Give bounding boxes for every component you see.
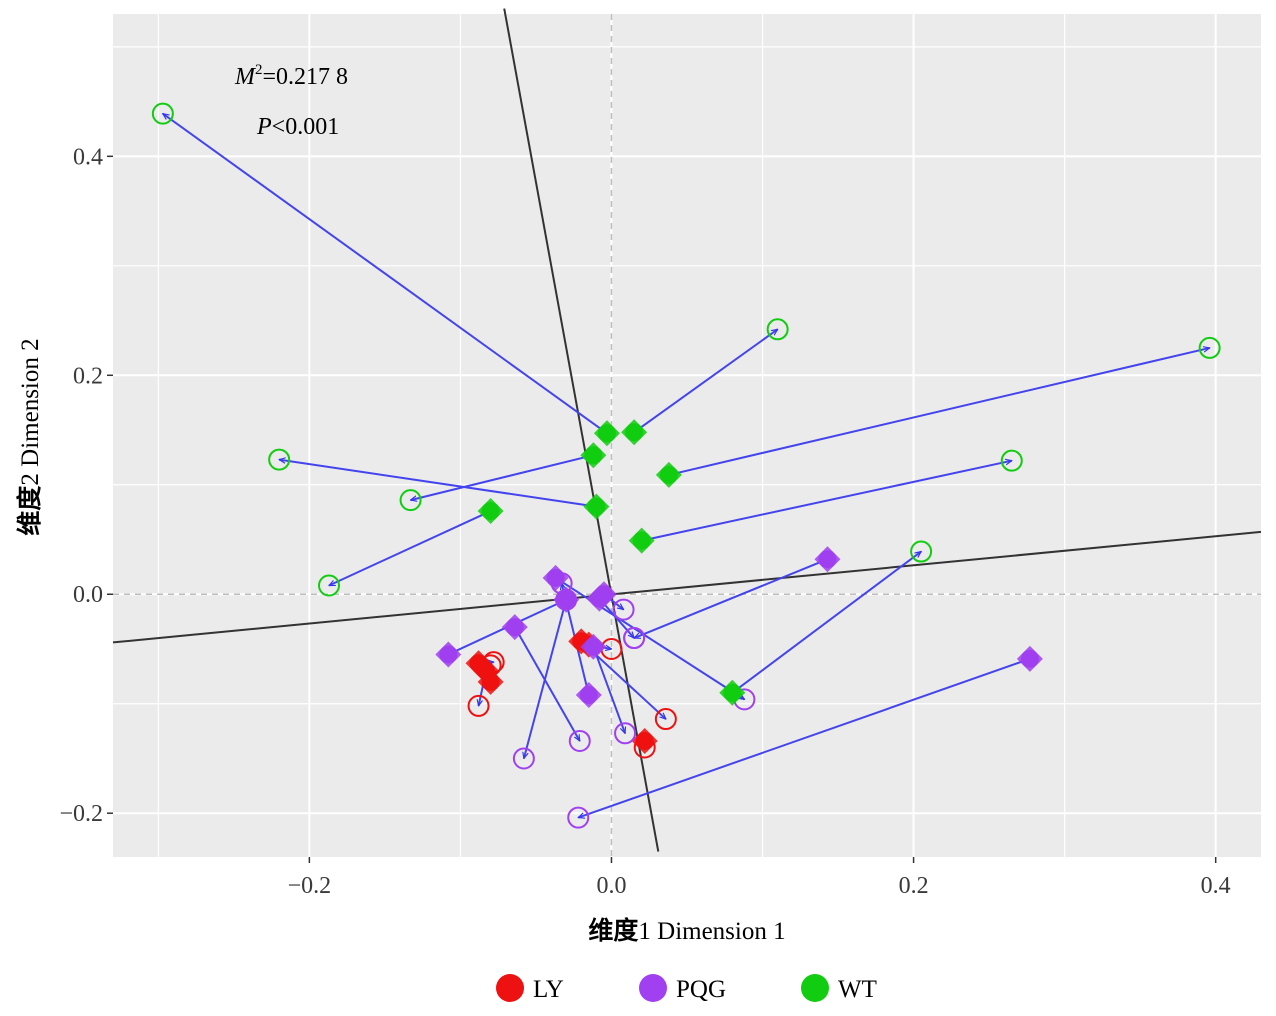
arrow-pqg	[634, 558, 828, 639]
rotation-axis-1	[112, 530, 1262, 644]
data-points	[151, 102, 1221, 829]
arrow-pqg	[578, 657, 1031, 818]
x-tick-label: 0.0	[596, 873, 626, 899]
arrow-wt	[411, 454, 594, 500]
arrow-wt	[731, 552, 921, 694]
point-end-wt	[766, 318, 789, 341]
point-start-diamond-ly	[477, 668, 504, 695]
point-start-diamond-pqg	[553, 586, 580, 613]
point-start-diamond-wt	[655, 461, 682, 488]
point-end-pqg	[623, 627, 646, 650]
legend-swatch-ly	[496, 974, 524, 1002]
arrow-wt	[641, 461, 1012, 542]
x-tick-label: 0.2	[899, 873, 929, 899]
legend-label-ly: LY	[533, 976, 564, 1003]
point-end-pqg	[512, 747, 535, 770]
point-end-wt	[1198, 336, 1221, 359]
arrow-wt	[329, 510, 492, 587]
plot-panel	[113, 14, 1261, 857]
point-end-pqg	[568, 729, 591, 752]
point-start-diamond-pqg	[814, 546, 841, 573]
y-tick-label: 0.0	[73, 582, 103, 608]
point-end-wt	[151, 102, 174, 125]
point-start-diamond-pqg	[501, 614, 528, 641]
legend-item-wt: WT	[801, 974, 877, 1003]
stat-annotation: M2=0.217 8 P<0.001	[234, 62, 348, 140]
point-end-wt	[318, 574, 341, 597]
point-start-diamond-wt	[628, 527, 655, 554]
point-start-diamond-pqg	[542, 564, 569, 591]
arrow-pqg	[592, 646, 625, 733]
y-tick-label: −0.2	[59, 801, 103, 827]
point-start-diamond-ly	[631, 727, 658, 754]
point-end-wt	[910, 540, 933, 563]
point-end-pqg	[614, 722, 637, 745]
arrow-wt	[633, 328, 778, 434]
legend-item-ly: LY	[496, 974, 564, 1003]
rotation-axes	[112, 8, 1262, 852]
point-end-wt	[1000, 449, 1023, 472]
legend-item-pqg: PQG	[639, 974, 726, 1003]
y-tick-label: 0.4	[73, 144, 103, 170]
point-end-pqg	[567, 806, 590, 829]
legend-label-pqg: PQG	[676, 976, 726, 1003]
arrow-wt	[279, 460, 597, 508]
point-start-diamond-wt	[593, 420, 620, 447]
x-tick-label: 0.4	[1201, 873, 1231, 899]
x-axis-title: 维度1 Dimension 1	[588, 916, 785, 945]
axis-ticks: −0.2 0.0 0.2 0.4 −0.2 0.0 0.2 0.4	[59, 144, 1230, 899]
point-start-diamond-pqg	[575, 681, 602, 708]
point-start-diamond-pqg	[586, 585, 613, 612]
point-start-diamond-wt	[583, 493, 610, 520]
point-end-ly	[467, 694, 490, 717]
point-start-diamond-wt	[621, 419, 648, 446]
m2-annotation: M2=0.217 8	[234, 62, 348, 90]
legend-swatch-pqg	[639, 974, 667, 1002]
arrow-wt	[668, 348, 1210, 476]
point-start-diamond-wt	[477, 498, 504, 525]
point-end-wt	[268, 448, 291, 471]
point-start-diamond-pqg	[1016, 645, 1043, 672]
point-start-diamond-pqg	[580, 633, 607, 660]
legend-swatch-wt	[801, 974, 829, 1002]
x-tick-label: −0.2	[288, 873, 332, 899]
point-end-ly	[654, 708, 677, 731]
point-start-diamond-pqg	[435, 641, 462, 668]
point-end-wt	[399, 489, 422, 512]
p-value-annotation: P<0.001	[256, 114, 339, 140]
arrow-pqg	[513, 626, 581, 741]
y-tick-label: 0.2	[73, 363, 103, 389]
legend: LY PQG WT	[496, 974, 877, 1003]
legend-label-wt: WT	[838, 976, 877, 1003]
y-axis-title: 维度2 Dimension 2	[15, 338, 44, 535]
point-end-pqg	[612, 598, 635, 621]
rotation-axis-2	[503, 8, 660, 852]
arrow-pqg	[524, 599, 568, 759]
arrow-wt	[163, 112, 608, 435]
point-start-diamond-wt	[719, 679, 746, 706]
point-start-diamond-wt	[580, 442, 607, 469]
procrustes-arrows	[163, 112, 1210, 818]
